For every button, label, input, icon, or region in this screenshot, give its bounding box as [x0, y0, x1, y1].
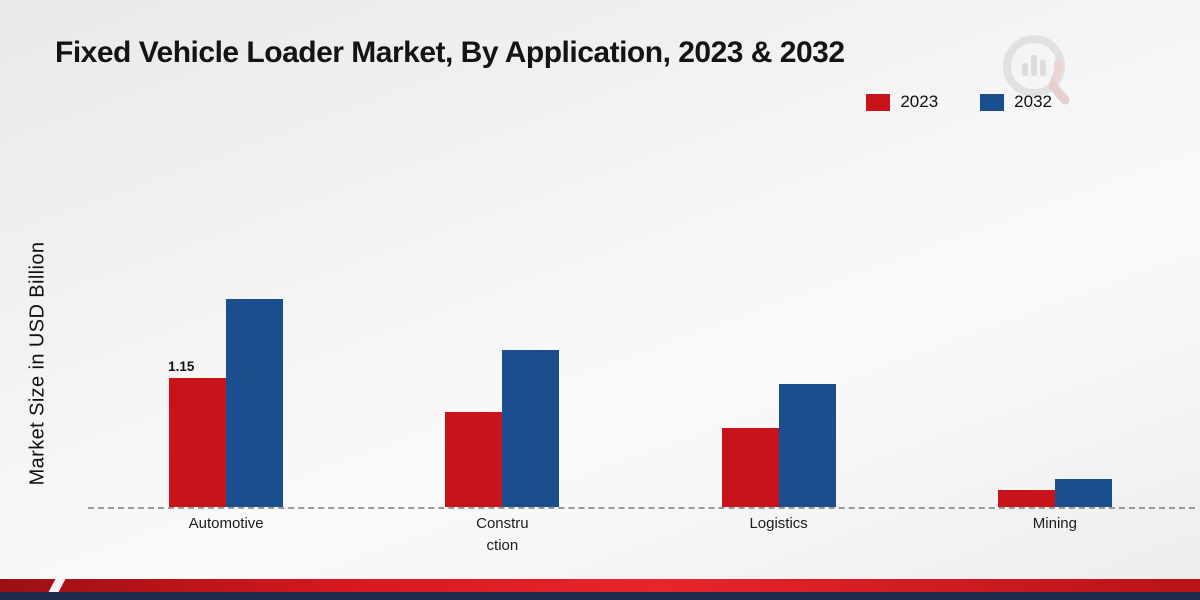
x-tick-construction: Constru ction [476, 515, 529, 554]
bar-2032-logistics [778, 383, 836, 507]
bar-2023-mining [997, 490, 1055, 507]
x-axis-baseline [88, 507, 1195, 509]
y-axis-label: Market Size in USD Billion [26, 241, 49, 486]
x-tick-automotive: Automotive [188, 515, 264, 532]
x-tick-mining: Mining [1032, 515, 1077, 532]
legend-swatch-2032 [980, 93, 1005, 111]
x-tick-logistics: Logistics [749, 515, 808, 532]
footer-navy-band [0, 592, 1200, 600]
bar-value-label-automotive: 1.15 [168, 358, 195, 374]
x-tick-cell-automotive: Automotive [88, 513, 364, 557]
bar-group-logistics [641, 260, 917, 507]
bar-group-mining [917, 260, 1193, 507]
x-tick-cell-construction: Constru ction [364, 513, 640, 557]
legend-label-2032: 2032 [1014, 92, 1052, 111]
bar-group-construction [364, 260, 640, 507]
bar-2032-construction [502, 349, 560, 507]
legend: 2023 2032 [866, 92, 1052, 112]
bar-2023-logistics [721, 428, 779, 507]
bar-2032-mining [1054, 478, 1112, 507]
legend-item-2023: 2023 [866, 92, 938, 112]
legend-label-2023: 2023 [900, 92, 939, 111]
chart-title: Fixed Vehicle Loader Market, By Applicat… [55, 36, 845, 69]
legend-swatch-2023 [866, 93, 891, 111]
x-tick-cell-mining: Mining [917, 513, 1193, 557]
footer-red-band [0, 579, 1200, 592]
bar-2023-construction [445, 411, 503, 507]
plot-area: 1.15 [88, 260, 1193, 507]
bar-2023-automotive: 1.15 [168, 359, 227, 507]
bar-2032-automotive [226, 299, 284, 507]
x-axis-tick-labels: Automotive Constru ction Logistics Mining [88, 513, 1193, 557]
x-tick-cell-logistics: Logistics [641, 513, 917, 557]
legend-item-2032: 2032 [980, 92, 1052, 112]
bar-group-automotive: 1.15 [88, 260, 364, 507]
footer-slash-accent [48, 579, 66, 592]
market-research-logo-watermark [1003, 35, 1070, 105]
